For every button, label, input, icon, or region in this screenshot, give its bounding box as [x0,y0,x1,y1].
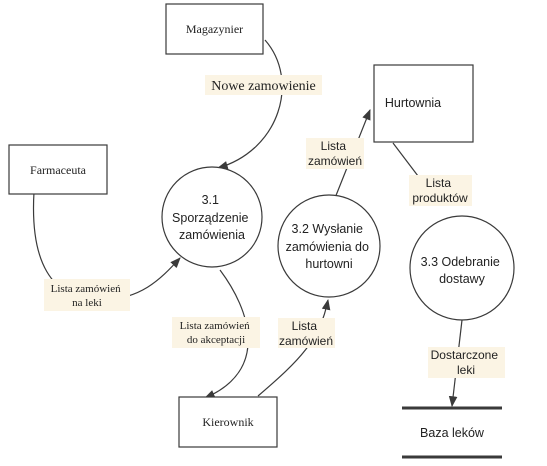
flow-bg-nowe-zamowienie [205,75,322,95]
flow-line-lista-zamowien-kierownik [257,298,331,397]
entity-magazynier-label: Magazynier [186,22,243,36]
flow-bg-dostarczone-leki [428,347,505,378]
flow-bg-lista-zamowien-na-leki [44,279,130,311]
process-3-1-circle [161,166,263,268]
data-store-label: Baza leków [420,426,485,440]
entity-kierownik-box [178,396,278,448]
flow-bg-lista-zamowien-hurtownia [306,138,364,169]
flow-bg-lista-zamowien-do-akceptacji [172,317,260,348]
flow-label-nowe-zamowienie: Nowe zamowienie [211,79,316,94]
entity-kierownik-label: Kierownik [202,415,253,429]
process-3-2-label: 3.2 Wysłanie zamówienia do hurtowni [286,222,373,271]
flow-label-lista-zamowien-na-leki: Lista zamówień na leki [51,283,124,309]
flow-line-nowe-zamowienie [216,39,283,170]
process-3-3-circle [409,215,515,321]
entity-farmaceuta-box [8,144,108,195]
flow-bg-lista-produktow [409,175,472,206]
entity-farmaceuta-label: Farmaceuta [30,163,87,177]
entity-hurtownia-label: Hurtownia [385,96,441,110]
entity-hurtownia-box [373,64,474,143]
process-3-1-label: 3.1 Sporządzenie zamówienia [172,193,252,242]
entity-magazynier-box [165,3,264,55]
process-3-3-label: 3.3 Odebranie dostawy [421,255,504,286]
flow-bg-lista-zamowien-kierownik [278,318,335,348]
flow-label-lista-zamowien-hurtownia: Lista zamówień [308,139,362,168]
flow-label-lista-zamowien-do-akceptacji: Lista zamówień do akceptacji [180,320,253,346]
flow-label-lista-produktow: Lista produktów [412,176,468,205]
process-3-2-circle [277,194,381,298]
flow-label-dostarczone-leki: Dostarczone leki [431,348,502,377]
flow-label-lista-zamowien-kierownik: Lista zamówień [279,319,333,348]
